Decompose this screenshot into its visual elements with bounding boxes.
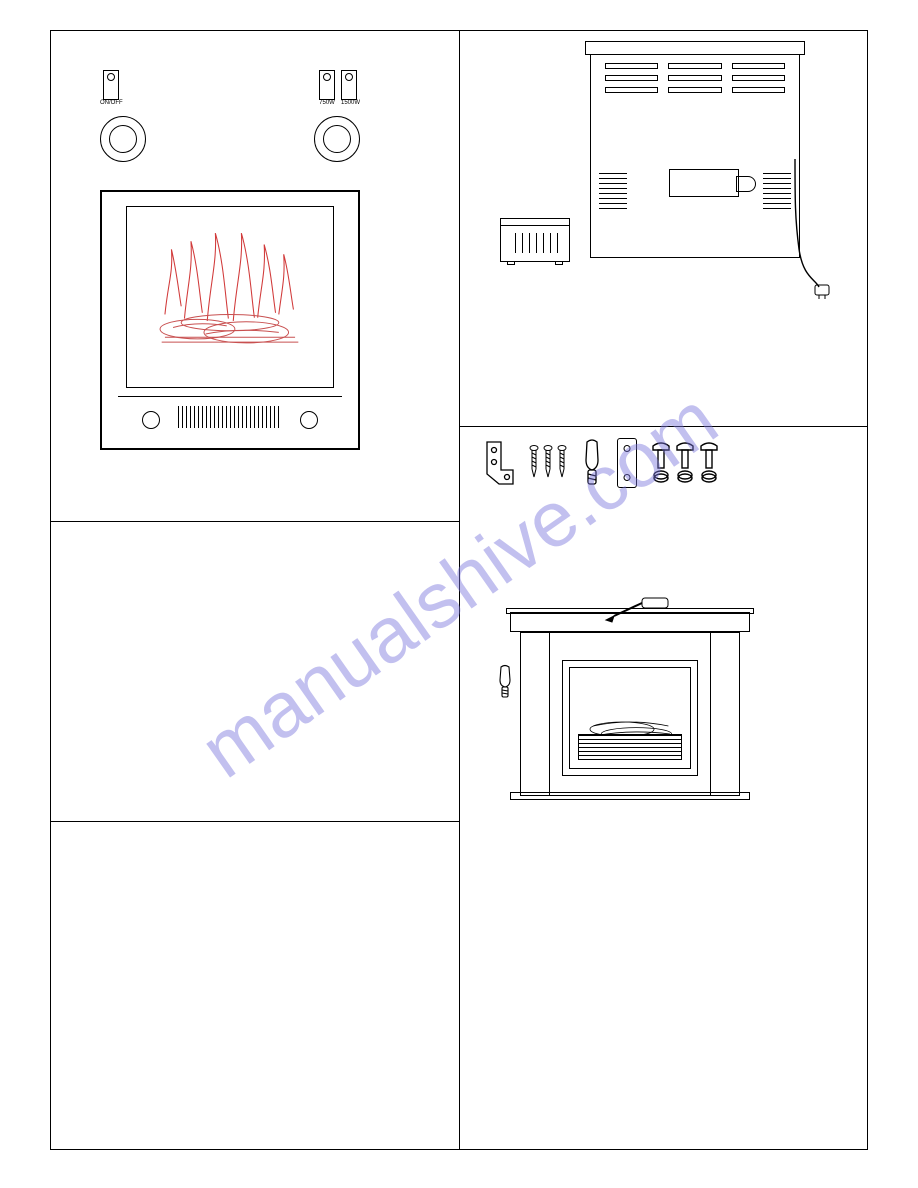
mantel-pillar-left — [520, 632, 550, 796]
fireplace-front-drawing — [100, 190, 360, 450]
bolt-icon — [651, 440, 671, 486]
power-cord-icon — [789, 159, 835, 304]
bulb-icon — [581, 438, 603, 488]
top-slots-b — [605, 75, 785, 81]
motor-housing — [669, 169, 739, 197]
screw-small-icon — [529, 445, 539, 481]
hardware-row — [485, 418, 735, 508]
wattage-label-1500: 1500W — [341, 100, 360, 106]
bolt-icon — [675, 440, 695, 486]
small-screws — [529, 445, 567, 481]
wattage-switch-750 — [319, 70, 335, 100]
fireplace-base — [118, 396, 342, 440]
mantel-bulb-icon — [496, 664, 514, 700]
power-switch — [103, 70, 119, 100]
mantel-opening — [562, 660, 698, 776]
dial-right — [314, 116, 360, 162]
screw-small-icon — [543, 445, 553, 481]
l-bracket-icon — [485, 440, 515, 486]
controls-and-front-panel: ON/OFF 750W 1500W — [100, 70, 360, 450]
bolts — [651, 440, 719, 486]
dial-row — [100, 116, 360, 162]
left-divider-2 — [51, 821, 459, 822]
switch-group-right: 750W 1500W — [319, 70, 360, 106]
wattage-switch-1500 — [341, 70, 357, 100]
fireplace-knob-left — [142, 411, 160, 429]
mantel-grille — [578, 734, 682, 760]
bolt-icon — [699, 440, 719, 486]
side-vents-right — [763, 169, 791, 209]
wattage-switches: 750W 1500W — [319, 70, 360, 106]
top-slots-c — [605, 87, 785, 93]
back-view-panel — [500, 48, 820, 308]
switch-row: ON/OFF 750W 1500W — [100, 70, 360, 106]
flames-icon — [139, 225, 321, 347]
fireplace-vents — [178, 406, 282, 428]
mantel-assembly-panel — [510, 590, 750, 800]
top-slots-a — [605, 63, 785, 69]
vertical-divider — [459, 31, 460, 1149]
switch-group-left: ON/OFF — [100, 70, 123, 106]
wattage-label-750: 750W — [319, 100, 335, 106]
mantel-top — [510, 612, 750, 632]
accessory-box-slots — [509, 233, 561, 253]
accessory-box-feet — [507, 261, 563, 265]
mantel-drawing — [510, 590, 750, 800]
left-divider-1 — [51, 521, 459, 522]
side-vents-left — [599, 169, 627, 209]
accessory-box-drawing — [500, 218, 570, 262]
dial-left — [100, 116, 146, 162]
mantel-pillar-right — [710, 632, 740, 796]
mounting-plate-icon — [617, 438, 637, 488]
fireplace-knob-right — [300, 411, 318, 429]
power-switch-label: ON/OFF — [100, 100, 123, 106]
mantel-base — [510, 792, 750, 800]
screw-small-icon — [557, 445, 567, 481]
mantel-inset — [569, 667, 691, 769]
fireplace-inset — [126, 206, 334, 388]
back-unit-drawing — [590, 48, 800, 258]
